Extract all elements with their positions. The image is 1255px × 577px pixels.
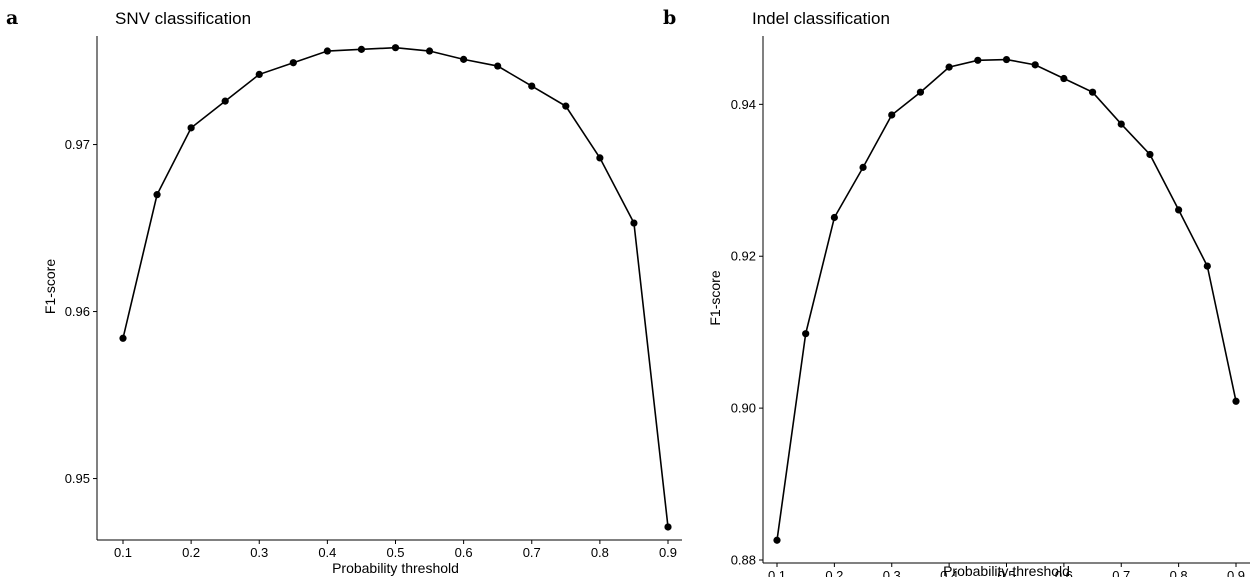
data-point xyxy=(974,56,982,64)
data-point xyxy=(494,62,502,70)
series-line xyxy=(776,58,1237,541)
x-axis-label: Probability threshold xyxy=(943,563,1070,577)
data-point xyxy=(119,334,127,342)
data-point xyxy=(460,55,468,63)
x-tick-label: 0.4 xyxy=(318,545,336,560)
data-point xyxy=(773,536,781,544)
data-point xyxy=(153,191,161,199)
data-point xyxy=(528,82,536,90)
panel-b: b Indel classification 0.1 0.2 0.3 0.4 0.5 0.6 0… xyxy=(663,7,1250,577)
x-tick-label: 0.9 xyxy=(1227,568,1245,577)
x-tick-label: 0.3 xyxy=(250,545,268,560)
data-point xyxy=(945,63,953,71)
data-point xyxy=(802,330,810,338)
panel-letter: b xyxy=(663,7,676,29)
x-tick-label: 0.7 xyxy=(523,545,541,560)
data-point xyxy=(1203,262,1211,270)
x-tick-label: 0.7 xyxy=(1112,568,1130,577)
y-axis-label: F1-score xyxy=(707,270,723,325)
data-point xyxy=(888,111,896,119)
x-tick-label: 0.6 xyxy=(1055,568,1073,577)
y-tick-label: 0.90 xyxy=(731,401,756,416)
x-tick-label: 0.9 xyxy=(659,545,677,560)
data-point xyxy=(323,47,331,55)
y-axis-label: F1-score xyxy=(42,259,58,314)
y-tick-label: 0.97 xyxy=(65,137,90,152)
data-point xyxy=(859,163,867,171)
chart-title: Indel classification xyxy=(752,9,890,28)
data-point xyxy=(1031,61,1039,69)
x-tick-label: 0.2 xyxy=(182,545,200,560)
data-point xyxy=(391,44,400,52)
y-tick-label: 0.95 xyxy=(65,471,90,486)
data-point xyxy=(1088,88,1097,96)
panel-letter: a xyxy=(6,7,18,29)
data-point xyxy=(187,124,195,132)
y-tick-label: 0.96 xyxy=(65,304,90,319)
y-tick-label: 0.92 xyxy=(731,249,756,264)
data-point xyxy=(289,59,297,67)
data-point xyxy=(916,88,925,96)
data-point xyxy=(1002,55,1011,64)
x-tick-label: 0.8 xyxy=(1170,568,1188,577)
chart-title: SNV classification xyxy=(115,9,251,28)
x-tick-label: 0.4 xyxy=(940,568,958,577)
data-point xyxy=(1175,206,1183,214)
data-point xyxy=(664,523,672,531)
data-point xyxy=(255,70,263,79)
series-line xyxy=(122,46,669,528)
data-point xyxy=(596,154,604,162)
panel-a: a SNV classification 0.1 0.2 0.3 0.4 0.5 0.6 0.7… xyxy=(6,7,682,576)
x-tick-label: 0.8 xyxy=(591,545,609,560)
x-tick-label: 0.1 xyxy=(114,545,132,560)
data-point xyxy=(562,102,570,110)
data-point xyxy=(630,219,638,227)
x-tick-label: 0.5 xyxy=(386,545,404,560)
x-tick-label: 0.6 xyxy=(455,545,473,560)
data-point xyxy=(221,97,229,105)
x-tick-label: 0.1 xyxy=(768,568,786,577)
x-axis-label: Probability threshold xyxy=(332,560,459,576)
data-point xyxy=(830,213,838,222)
data-point xyxy=(425,47,434,55)
x-tick-label: 0.5 xyxy=(997,568,1015,577)
data-point xyxy=(1146,150,1154,159)
y-tick-label: 0.94 xyxy=(731,97,756,112)
data-point xyxy=(1232,397,1240,405)
x-tick-label: 0.2 xyxy=(825,568,843,577)
data-point xyxy=(357,45,366,53)
data-point xyxy=(1060,74,1068,83)
data-point xyxy=(1117,120,1125,128)
y-tick-label: 0.88 xyxy=(731,553,756,568)
x-tick-label: 0.3 xyxy=(883,568,901,577)
